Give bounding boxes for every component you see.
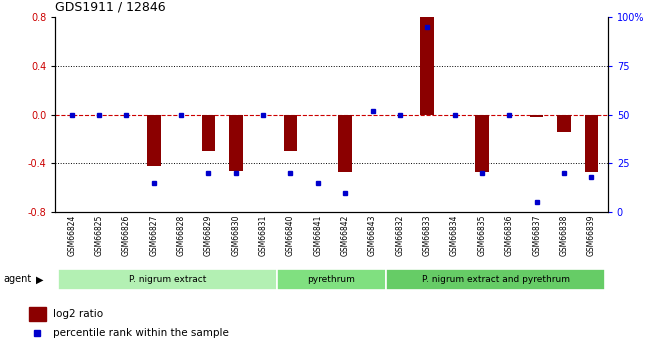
Text: GSM66827: GSM66827 <box>150 215 158 256</box>
Bar <box>530 115 543 117</box>
Text: percentile rank within the sample: percentile rank within the sample <box>53 328 229 338</box>
Bar <box>58 268 277 290</box>
Text: GSM66838: GSM66838 <box>560 215 569 256</box>
Text: GSM66830: GSM66830 <box>231 215 240 256</box>
Text: GSM66840: GSM66840 <box>286 215 295 256</box>
Text: GDS1911 / 12846: GDS1911 / 12846 <box>55 0 166 13</box>
Text: agent: agent <box>3 275 31 284</box>
Text: GSM66825: GSM66825 <box>94 215 103 256</box>
Text: GSM66841: GSM66841 <box>313 215 322 256</box>
Bar <box>421 17 434 115</box>
Text: GSM66835: GSM66835 <box>478 215 486 256</box>
Bar <box>557 115 571 132</box>
Text: P. nigrum extract and pyrethrum: P. nigrum extract and pyrethrum <box>422 275 569 284</box>
Text: GSM66829: GSM66829 <box>204 215 213 256</box>
Bar <box>339 115 352 172</box>
Text: ▶: ▶ <box>36 275 44 284</box>
Text: GSM66842: GSM66842 <box>341 215 350 256</box>
Bar <box>475 115 489 172</box>
Text: GSM66832: GSM66832 <box>395 215 404 256</box>
Text: GSM66836: GSM66836 <box>505 215 514 256</box>
Text: GSM66826: GSM66826 <box>122 215 131 256</box>
Bar <box>229 115 242 171</box>
Text: GSM66834: GSM66834 <box>450 215 459 256</box>
Text: P. nigrum extract: P. nigrum extract <box>129 275 206 284</box>
Text: pyrethrum: pyrethrum <box>307 275 356 284</box>
Bar <box>386 268 605 290</box>
Text: GSM66824: GSM66824 <box>67 215 76 256</box>
Text: GSM66843: GSM66843 <box>368 215 377 256</box>
Text: log2 ratio: log2 ratio <box>53 309 103 319</box>
Bar <box>283 115 297 151</box>
Text: GSM66837: GSM66837 <box>532 215 541 256</box>
Text: GSM66828: GSM66828 <box>177 215 185 256</box>
Text: GSM66831: GSM66831 <box>259 215 268 256</box>
Bar <box>147 115 161 166</box>
Bar <box>277 268 386 290</box>
Bar <box>202 115 215 151</box>
Bar <box>29 307 46 321</box>
Text: GSM66839: GSM66839 <box>587 215 596 256</box>
Text: GSM66833: GSM66833 <box>422 215 432 256</box>
Bar <box>584 115 598 172</box>
